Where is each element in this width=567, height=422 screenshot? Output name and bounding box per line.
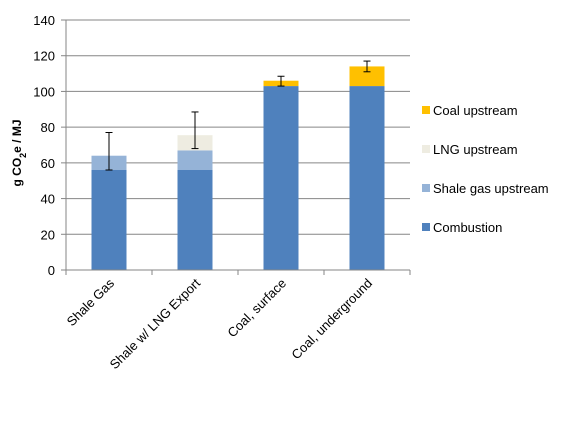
y-tick-label: 60 — [41, 156, 55, 171]
axes — [61, 19, 411, 275]
bar-segment-shale-gas-upstream — [177, 150, 213, 170]
bar-segment-combustion — [349, 86, 385, 270]
legend-swatch — [422, 184, 430, 192]
bar-segment-coal-upstream — [349, 66, 385, 87]
error-bar — [191, 111, 199, 150]
y-tick-label: 0 — [48, 263, 55, 278]
legend-label: Coal upstream — [433, 103, 518, 118]
x-tick-label: Coal, underground — [288, 276, 375, 363]
legend-label: Shale gas upstream — [433, 181, 549, 196]
legend-item: Coal upstream — [422, 103, 518, 118]
y-tick-label: 80 — [41, 120, 55, 135]
legend-label: Combustion — [433, 220, 502, 235]
bar-segment-combustion — [177, 170, 213, 270]
legend-swatch — [422, 223, 430, 231]
bar-segment-combustion — [263, 86, 299, 270]
y-tick-label: 40 — [41, 192, 55, 207]
y-tick-label: 20 — [41, 227, 55, 242]
y-tick-label: 120 — [33, 49, 55, 64]
legend-item: Combustion — [422, 220, 502, 235]
error-bars — [105, 60, 371, 171]
legend-item: LNG upstream — [422, 142, 518, 157]
y-tick-label: 100 — [33, 84, 55, 99]
y-axis-label: g CO2e / MJ — [10, 119, 28, 186]
bar-segment-combustion — [91, 170, 127, 270]
error-bar — [105, 132, 113, 171]
error-bar — [277, 75, 285, 87]
error-bar — [363, 60, 371, 73]
legend-label: LNG upstream — [433, 142, 518, 157]
x-tick-label: Shale Gas — [64, 275, 118, 329]
x-tick-label: Coal, surface — [224, 276, 289, 341]
legend-swatch — [422, 145, 430, 153]
legend-swatch — [422, 106, 430, 114]
bars — [91, 66, 385, 270]
legend-item: Shale gas upstream — [422, 181, 549, 196]
y-tick-labels: 0 20 40 60 80 100 120 140 — [33, 13, 55, 278]
x-tick-label: Shale w/ LNG Export — [107, 275, 204, 372]
legend: Coal upstream LNG upstream Shale gas upstr… — [422, 103, 549, 235]
y-tick-label: 140 — [33, 13, 55, 28]
